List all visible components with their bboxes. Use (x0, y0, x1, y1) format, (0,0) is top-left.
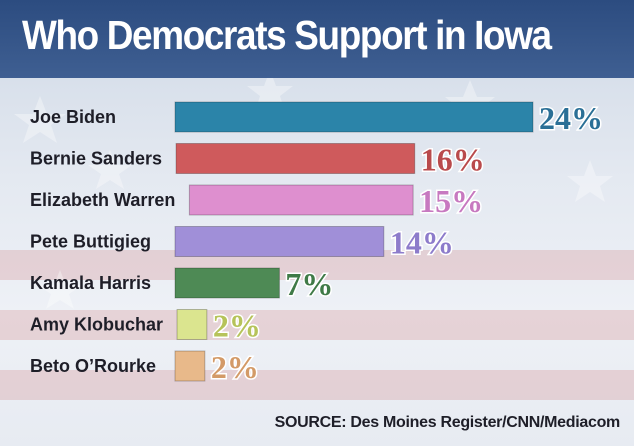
value-label: 15% (419, 183, 483, 219)
value-label: 14% (390, 225, 454, 261)
bar (174, 226, 385, 257)
bar (188, 184, 414, 216)
category-label: Kamala Harris (30, 273, 151, 293)
chart-title: Who Democrats Support in Iowa (22, 12, 552, 58)
value-label: 24% (539, 100, 603, 136)
bar (174, 350, 206, 382)
bar (174, 101, 534, 133)
value-label: 2% (213, 308, 261, 344)
category-label: Elizabeth Warren (30, 190, 175, 210)
category-label: Beto O’Rourke (30, 356, 156, 376)
value-label: 16% (421, 142, 485, 178)
star-icon (567, 160, 613, 202)
value-label: 2% (211, 349, 259, 385)
bar (175, 143, 416, 174)
bar (176, 309, 208, 340)
star-icon (14, 96, 66, 143)
star-icon (247, 70, 293, 112)
category-label: Bernie Sanders (30, 149, 162, 169)
source-credit: SOURCE: Des Moines Register/CNN/Mediacom (274, 414, 621, 431)
value-label: 7% (285, 266, 333, 302)
category-label: Joe Biden (30, 107, 116, 127)
star-icon (38, 270, 82, 309)
bar (174, 267, 280, 299)
category-label: Pete Buttigieg (30, 232, 151, 252)
star-icon (88, 150, 132, 189)
category-label: Amy Klobuchar (30, 315, 163, 335)
header-banner: Who Democrats Support in Iowa (0, 0, 634, 78)
